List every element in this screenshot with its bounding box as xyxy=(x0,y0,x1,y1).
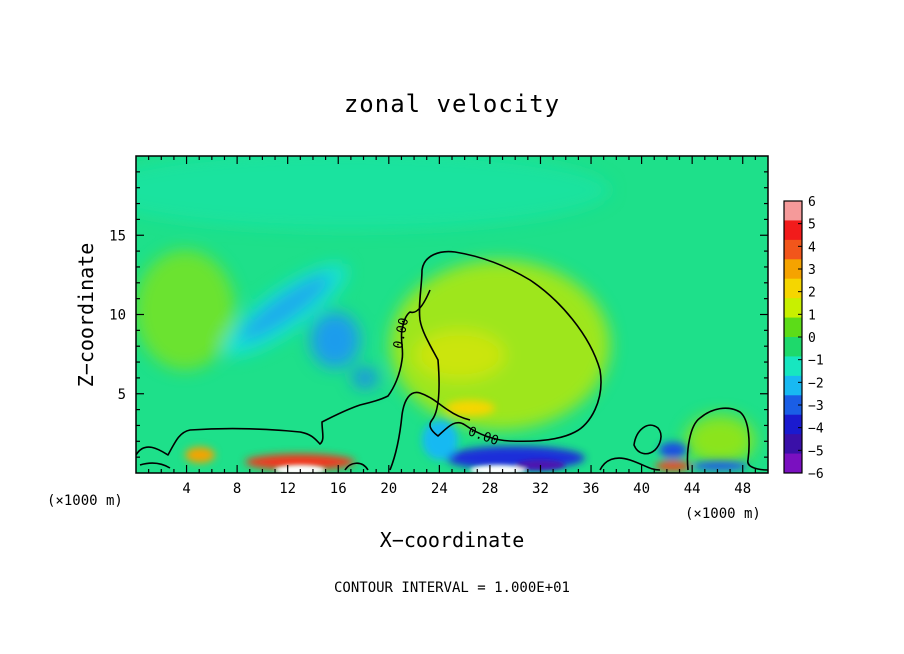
contour-label-1: 0.00 xyxy=(391,316,412,350)
colorbar-tick-label: 0 xyxy=(808,331,816,346)
x-tick-label: 40 xyxy=(633,481,650,497)
chart-title: zonal velocity xyxy=(344,90,560,118)
zero-contour-low-2 xyxy=(599,457,661,471)
y-tick-label: 5 xyxy=(118,387,126,403)
colorbar-segment xyxy=(784,434,802,455)
colorbar-segment xyxy=(784,259,802,280)
colorbar-segment xyxy=(784,239,802,260)
y-tick-label: 10 xyxy=(109,308,126,324)
field-positive-core xyxy=(415,330,505,380)
x-axis-label: X−coordinate xyxy=(380,528,525,552)
x-tick-label: 36 xyxy=(583,481,600,497)
colorbar-segment xyxy=(784,395,802,416)
colorbar-tick-label: −6 xyxy=(808,467,824,482)
field-surface-orange xyxy=(185,447,215,463)
colorbar-tick-label: 4 xyxy=(808,240,816,255)
y-axis-label: Z−coordinate xyxy=(74,243,98,388)
x-tick-label: 44 xyxy=(684,481,701,497)
field-low-blue-2 xyxy=(692,461,748,471)
field-surface-white-2 xyxy=(470,465,526,473)
zero-contour-low-6 xyxy=(139,462,171,469)
x-tick-label: 48 xyxy=(734,481,751,497)
zero-contour xyxy=(136,250,768,471)
field-core-lower xyxy=(310,312,360,368)
x-tick-label: 24 xyxy=(431,481,448,497)
x-unit-right: (×1000 m) xyxy=(685,506,761,522)
colorbar-segment xyxy=(784,201,802,221)
colorbar-tick-label: 5 xyxy=(808,218,816,233)
field-right-positive xyxy=(685,415,755,465)
field-left-positive xyxy=(136,250,235,370)
colorbar-tick-label: −2 xyxy=(808,376,824,391)
colorbar-segment xyxy=(784,298,802,319)
colorbar-tick-labels: 6 5 4 3 2 1 0 −1 −2 −3 −4 −5 −6 xyxy=(808,195,824,482)
y-tick-label: 15 xyxy=(109,228,126,244)
colorbar-segment xyxy=(784,278,802,299)
colorbar-tick-label: 2 xyxy=(808,286,816,301)
field-jet-inner xyxy=(239,274,331,342)
colorbar xyxy=(783,200,803,474)
colorbar-segment xyxy=(784,220,802,241)
field-band-upper xyxy=(136,156,610,230)
contour-interval-note: CONTOUR INTERVAL = 1.000E+01 xyxy=(334,580,570,596)
colorbar-segment xyxy=(784,356,802,377)
colorbar-tick-label: −1 xyxy=(808,354,824,369)
colorbar-tick-label: −5 xyxy=(808,444,824,459)
colorbar-tick-label: 3 xyxy=(808,263,816,278)
zero-contour-low-4 xyxy=(686,407,768,471)
x-tick-label: 28 xyxy=(481,481,498,497)
x-tick-labels: 4 8 12 16 20 24 28 32 36 40 44 48 xyxy=(182,481,751,497)
colorbar-segment xyxy=(784,337,802,357)
zero-contour-lower xyxy=(136,289,431,456)
field-low-yellow xyxy=(445,400,495,416)
colorbar-segment xyxy=(784,414,802,435)
colorbar-tick-label: −4 xyxy=(808,422,824,437)
zero-contour-low-1 xyxy=(389,391,471,471)
field-low-blue xyxy=(659,442,687,458)
zero-contour-low-5 xyxy=(344,462,369,471)
colorbar-tick-label: 6 xyxy=(808,195,816,210)
field-surface-red xyxy=(245,454,355,470)
x-tick-label: 32 xyxy=(532,481,549,497)
y-tick-labels: 5 10 15 xyxy=(109,228,126,403)
x-tick-label: 4 xyxy=(182,481,190,497)
field-core-small xyxy=(352,368,378,388)
x-tick-label: 16 xyxy=(330,481,347,497)
colorbar-segment xyxy=(784,375,802,396)
zero-contour-low-3 xyxy=(633,424,662,455)
x-tick-label: 20 xyxy=(380,481,397,497)
colorbar-segment xyxy=(784,317,802,338)
colorbar-tick-label: 1 xyxy=(808,308,816,323)
axis-ticks xyxy=(136,156,768,473)
field-low-red xyxy=(655,461,691,471)
colorbar-segment xyxy=(784,453,802,474)
x-unit-left: (×1000 m) xyxy=(47,493,123,509)
x-tick-label: 12 xyxy=(279,481,296,497)
zero-contour-main xyxy=(418,250,602,443)
colorbar-tick-label: −3 xyxy=(808,399,824,414)
velocity-field xyxy=(136,156,768,473)
field-surface-cyan xyxy=(422,420,458,460)
x-tick-label: 8 xyxy=(233,481,241,497)
